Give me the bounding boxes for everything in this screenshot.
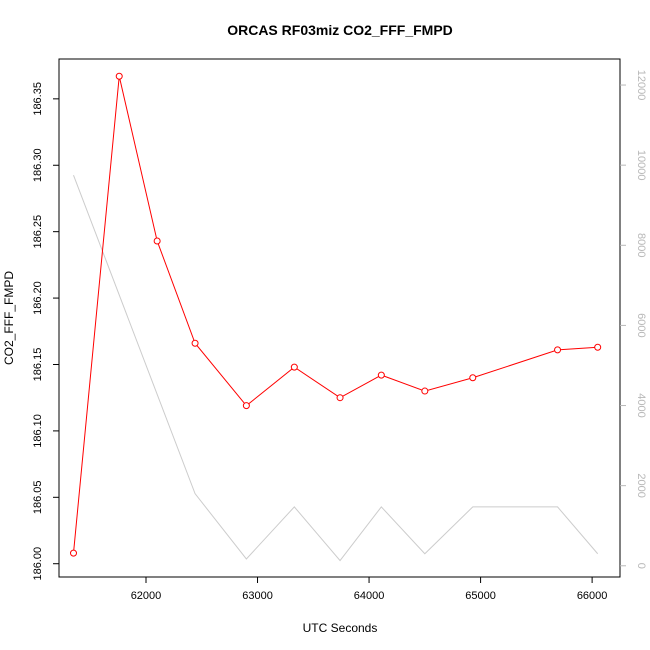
data-point	[69, 549, 77, 557]
primary-series-line	[73, 76, 598, 554]
chart-title: ORCAS RF03miz CO2_FFF_FMPD	[227, 22, 453, 38]
y-tick-label: 186.20	[32, 281, 44, 315]
y-tick-label: 186.35	[32, 82, 44, 116]
data-point	[153, 237, 161, 245]
data-point	[242, 402, 250, 410]
x-tick-label: 64000	[354, 590, 385, 602]
x-axis: 62000 63000 64000 65000 66000	[131, 576, 608, 602]
data-point	[469, 374, 477, 382]
data-point	[115, 72, 123, 80]
y-tick-label: 186.10	[32, 414, 44, 448]
y-tick-label: 186.30	[32, 148, 44, 182]
secondary-series-line	[73, 175, 599, 562]
y2-tick-label: 6000	[635, 313, 647, 337]
y-axis-right: 0 2000 4000 6000 8000 10000 12000	[620, 70, 647, 569]
y2-tick-label: 0	[635, 563, 647, 569]
y-tick-label: 186.25	[32, 215, 44, 249]
y2-tick-label: 4000	[635, 393, 647, 417]
data-point	[336, 394, 344, 402]
data-point	[554, 346, 562, 354]
y2-tick-label: 12000	[635, 70, 647, 101]
y2-tick-label: 2000	[635, 473, 647, 497]
y2-tick-label: 8000	[635, 233, 647, 257]
data-point	[191, 339, 199, 347]
series-layer	[69, 72, 602, 562]
data-point	[594, 343, 602, 351]
y-tick-label: 186.00	[32, 547, 44, 581]
data-point	[377, 371, 385, 379]
x-tick-label: 66000	[577, 590, 608, 602]
x-axis-label: UTC Seconds	[303, 621, 378, 635]
x-tick-label: 63000	[242, 590, 273, 602]
data-point	[421, 387, 429, 395]
y-axis-label: CO2_FFF_FMPD	[2, 271, 16, 365]
y-tick-label: 186.05	[32, 480, 44, 514]
plot-frame	[58, 58, 621, 578]
y2-tick-label: 10000	[635, 150, 647, 181]
y-tick-label: 186.15	[32, 348, 44, 382]
x-tick-label: 65000	[465, 590, 496, 602]
y-axis-left: 186.00 186.05 186.10 186.15 186.20 186.25 186.…	[32, 82, 59, 581]
x-tick-label: 62000	[131, 590, 162, 602]
data-point	[290, 363, 298, 371]
